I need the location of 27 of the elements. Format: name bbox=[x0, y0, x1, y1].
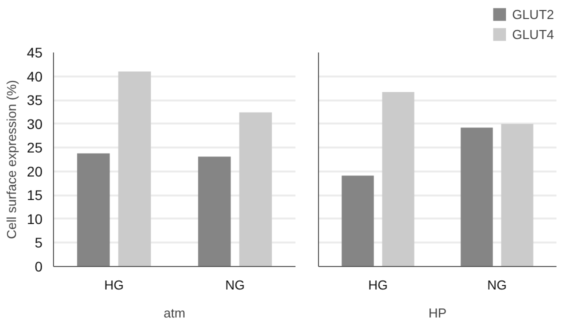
y-tick-label: 25 bbox=[26, 140, 43, 156]
y-axis-title: Cell surface expression (%) bbox=[4, 80, 19, 239]
x-tick-label: NG bbox=[487, 278, 507, 292]
bar bbox=[118, 72, 151, 266]
bar bbox=[460, 128, 493, 266]
legend-label: GLUT4 bbox=[512, 26, 554, 42]
y-tick-label: 20 bbox=[26, 163, 43, 180]
y-tick-label: 10 bbox=[26, 210, 43, 227]
y-tick-label: 15 bbox=[26, 187, 43, 204]
bar bbox=[198, 156, 231, 266]
bar bbox=[501, 124, 534, 266]
bar bbox=[342, 176, 374, 266]
x-axis-title: atm bbox=[164, 306, 186, 320]
x-tick-label: HG bbox=[104, 278, 124, 292]
x-tick-label: NG bbox=[225, 278, 245, 292]
bar bbox=[382, 92, 414, 266]
y-tick-label: 40 bbox=[26, 68, 43, 84]
x-axis-title: HP bbox=[428, 306, 447, 320]
y-tick-label: 0 bbox=[34, 258, 43, 274]
y-tick-label: 5 bbox=[34, 234, 43, 251]
bar bbox=[239, 112, 272, 266]
bar bbox=[77, 153, 110, 266]
y-tick-label: 30 bbox=[26, 116, 43, 132]
legend-label: GLUT2 bbox=[512, 6, 554, 22]
x-tick-label: HG bbox=[368, 278, 388, 292]
y-tick-label: 35 bbox=[26, 92, 43, 108]
y-tick-label: 45 bbox=[26, 44, 43, 60]
